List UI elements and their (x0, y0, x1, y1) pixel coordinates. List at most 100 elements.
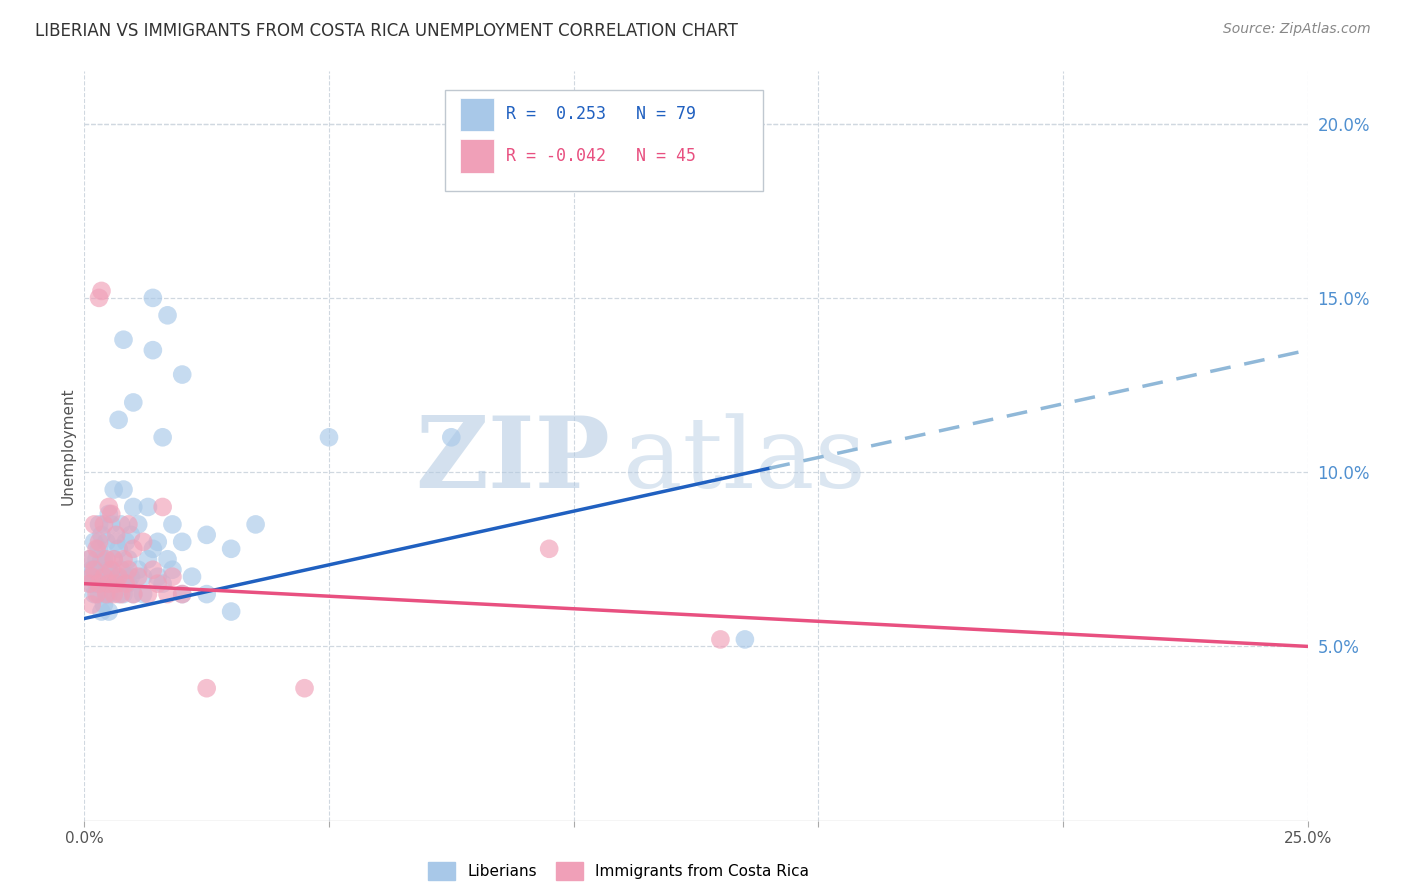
Point (86, 541, 108, 556)
Point (136, 552, 159, 566)
Point (440, 430, 463, 444)
Point (156, 308, 179, 322)
Point (142, 343, 165, 358)
Point (709, 632, 731, 647)
Point (122, 587, 145, 601)
Point (103, 552, 125, 566)
Point (105, 534, 128, 549)
Point (172, 587, 194, 601)
Point (538, 541, 561, 556)
Point (112, 587, 135, 601)
Point (294, 681, 316, 696)
Point (80, 576, 103, 591)
Point (152, 430, 174, 444)
Point (156, 587, 179, 601)
Point (110, 587, 132, 601)
Point (181, 570, 204, 584)
Point (87, 517, 110, 532)
Point (97, 587, 120, 601)
Point (195, 528, 218, 542)
Point (83, 587, 105, 601)
Point (97, 576, 120, 591)
Point (86, 576, 108, 591)
Point (146, 534, 169, 549)
Point (146, 570, 169, 584)
Point (77, 570, 100, 584)
Point (142, 541, 165, 556)
Point (162, 563, 184, 577)
Point (112, 552, 135, 566)
Point (87, 576, 110, 591)
Point (96, 534, 118, 549)
Point (103, 552, 125, 566)
FancyBboxPatch shape (460, 97, 494, 131)
Point (112, 483, 135, 497)
Point (103, 483, 125, 497)
Point (132, 534, 155, 549)
Text: R = -0.042   N = 45: R = -0.042 N = 45 (506, 147, 696, 165)
Point (86, 587, 108, 601)
Text: Source: ZipAtlas.com: Source: ZipAtlas.com (1223, 22, 1371, 37)
Point (103, 587, 125, 601)
Point (127, 517, 149, 532)
Point (96, 587, 118, 601)
Point (87, 291, 110, 305)
Text: atlas: atlas (623, 413, 865, 508)
Point (90, 605, 112, 619)
Point (152, 500, 174, 514)
Point (122, 541, 145, 556)
Point (172, 368, 194, 382)
Point (132, 587, 155, 601)
Point (117, 552, 139, 566)
Point (90, 528, 112, 542)
Point (172, 587, 194, 601)
Point (83, 534, 105, 549)
Point (97, 507, 120, 521)
Point (86, 552, 108, 566)
Point (96, 570, 118, 584)
Point (87, 587, 110, 601)
Point (117, 563, 139, 577)
Point (117, 517, 139, 532)
Point (103, 576, 125, 591)
Point (117, 576, 139, 591)
Point (93, 517, 115, 532)
Text: R =  0.253   N = 79: R = 0.253 N = 79 (506, 105, 696, 123)
Text: LIBERIAN VS IMMIGRANTS FROM COSTA RICA UNEMPLOYMENT CORRELATION CHART: LIBERIAN VS IMMIGRANTS FROM COSTA RICA U… (35, 22, 738, 40)
Point (122, 587, 145, 601)
Point (77, 552, 100, 566)
Point (97, 500, 120, 514)
Legend: Liberians, Immigrants from Costa Rica: Liberians, Immigrants from Costa Rica (427, 863, 810, 880)
Point (122, 395, 145, 409)
Point (110, 517, 132, 532)
Point (105, 570, 128, 584)
Point (219, 605, 242, 619)
Point (93, 552, 115, 566)
Point (120, 570, 142, 584)
Point (100, 563, 122, 577)
Point (107, 413, 129, 427)
Point (93, 576, 115, 591)
Point (100, 570, 122, 584)
Point (77, 552, 100, 566)
Point (136, 587, 159, 601)
Point (107, 587, 129, 601)
Point (112, 333, 135, 347)
Point (122, 500, 145, 514)
Point (115, 576, 138, 591)
Point (318, 430, 340, 444)
Point (115, 534, 138, 549)
Point (136, 500, 159, 514)
Point (97, 563, 120, 577)
Point (146, 576, 169, 591)
Y-axis label: Unemployment: Unemployment (60, 387, 76, 505)
Point (90, 552, 112, 566)
Point (100, 507, 122, 521)
Point (87, 563, 110, 577)
FancyBboxPatch shape (460, 139, 494, 172)
Point (107, 570, 129, 584)
Point (80, 563, 103, 577)
Point (96, 587, 118, 601)
Point (142, 563, 165, 577)
Point (219, 541, 242, 556)
